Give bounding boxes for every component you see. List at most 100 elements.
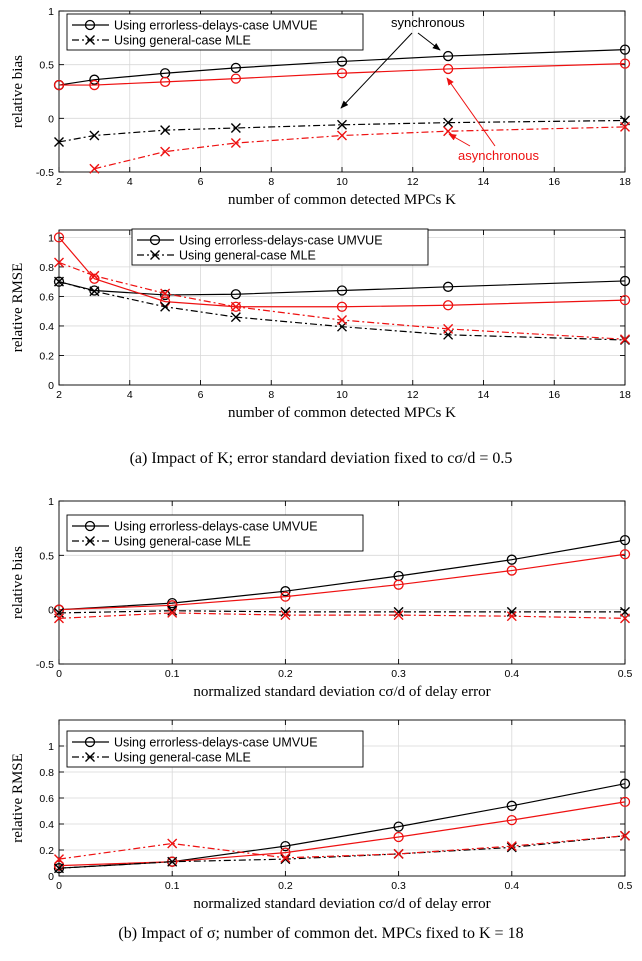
- x-tick-label: 12: [407, 389, 419, 401]
- x-tick-label: 0.2: [278, 668, 293, 680]
- data-point: [53, 79, 65, 91]
- x-tick-label: 6: [198, 389, 204, 401]
- data-point: [54, 136, 64, 147]
- x-tick-label: 0.4: [504, 668, 519, 680]
- legend-box: [66, 514, 364, 552]
- data-point: [89, 163, 100, 174]
- data-point: [280, 591, 291, 602]
- legend-marker: [85, 752, 95, 762]
- y-tick-label: 0.4: [39, 819, 54, 831]
- data-point: [160, 146, 171, 157]
- data-point: [54, 276, 64, 287]
- arrow-synchronous-lower: [340, 32, 413, 109]
- data-point: [167, 605, 178, 616]
- series-line: [58, 610, 625, 614]
- legend-label: Using general-case MLE: [179, 249, 316, 263]
- data-point: [89, 74, 100, 85]
- y-axis-label: relative RMSE: [10, 753, 26, 843]
- series-mle-asynchronous: [89, 121, 630, 174]
- x-tick-label: 0: [56, 880, 62, 892]
- arrow-asynchronous-upper: [446, 77, 496, 147]
- data-point: [620, 334, 630, 345]
- data-point: [506, 842, 517, 853]
- caption-b: (b) Impact of σ; number of common det. M…: [118, 925, 524, 942]
- data-point: [230, 301, 241, 312]
- y-tick-label: 0: [48, 605, 54, 617]
- x-tick-label: 18: [619, 176, 631, 188]
- series-line: [58, 539, 626, 611]
- data-point: [280, 586, 291, 597]
- data-point: [506, 606, 517, 617]
- data-point: [442, 300, 454, 311]
- data-point: [443, 126, 454, 137]
- data-point: [230, 289, 242, 300]
- data-point: [393, 831, 404, 843]
- legend-marker: [84, 736, 96, 748]
- legend-marker: [150, 250, 160, 260]
- data-point: [89, 273, 100, 284]
- data-point: [442, 281, 454, 292]
- series-line: [58, 801, 626, 867]
- y-tick-label: -0.5: [36, 659, 54, 671]
- series-line: [94, 126, 626, 170]
- series-mle-asynchronous: [54, 257, 630, 345]
- x-tick-label: 4: [127, 389, 133, 401]
- data-point: [89, 270, 100, 281]
- x-tick-label: 0.1: [165, 880, 180, 892]
- series-umvue-synchronous: [53, 778, 631, 874]
- y-tick-label: 0.2: [39, 350, 54, 362]
- x-tick-label: 0.2: [278, 880, 293, 892]
- series-mle-asynchronous: [54, 830, 630, 865]
- legend-box: [66, 730, 364, 768]
- data-point: [506, 800, 517, 811]
- series-line: [58, 612, 626, 619]
- x-tick-label: 16: [548, 389, 560, 401]
- data-point: [53, 232, 65, 243]
- chart-k-bias: 2 4 6 8 10 12 14 16 18 -0.5 0 0.5 1 number of common …: [10, 6, 631, 208]
- chart-k-rmse: 2 4 6 8 10 12 14 16 18 0 0.2 0.4 0.6 0.8 1 number of co…: [10, 228, 631, 421]
- data-point: [506, 814, 517, 826]
- data-point: [280, 854, 291, 865]
- x-axis-label: normalized standard deviation cσ/d of de…: [193, 684, 490, 700]
- data-point: [337, 119, 347, 130]
- data-point: [442, 63, 454, 75]
- data-point: [443, 117, 454, 128]
- data-point: [53, 860, 65, 871]
- legend-label: Using general-case MLE: [114, 34, 251, 48]
- series-mle-synchronous: [54, 830, 630, 874]
- x-tick-label: 0.5: [618, 668, 633, 680]
- data-point: [53, 604, 65, 615]
- data-point: [230, 73, 242, 84]
- x-tick-label: 10: [336, 176, 348, 188]
- x-tick-label: 10: [336, 389, 348, 401]
- data-point: [393, 821, 404, 832]
- x-axis-label: normalized standard deviation cσ/d of de…: [193, 896, 490, 912]
- x-tick-label: 2: [56, 389, 62, 401]
- series-mle-asynchronous: [54, 607, 630, 624]
- x-tick-label: 4: [127, 176, 133, 188]
- y-tick-label: 1: [48, 6, 54, 18]
- y-tick-label: 1: [48, 741, 54, 753]
- series-umvue-asynchronous: [53, 796, 631, 871]
- data-point: [160, 288, 171, 299]
- data-point: [54, 257, 64, 268]
- data-point: [506, 554, 517, 565]
- annotations: synchronous asynchronous: [340, 15, 539, 163]
- data-point: [619, 58, 631, 69]
- data-point: [619, 778, 631, 789]
- data-point: [230, 301, 242, 312]
- x-axis-label: number of common detected MPCs K: [228, 405, 456, 421]
- legend-label: Using errorless-delays-case UMVUE: [179, 234, 383, 248]
- data-point: [393, 579, 404, 590]
- series-umvue-synchronous: [53, 44, 631, 91]
- data-point: [230, 312, 241, 323]
- data-point: [506, 565, 517, 576]
- data-point: [337, 315, 347, 326]
- series-line: [58, 49, 626, 86]
- data-point: [620, 121, 630, 132]
- legend-marker: [85, 536, 95, 546]
